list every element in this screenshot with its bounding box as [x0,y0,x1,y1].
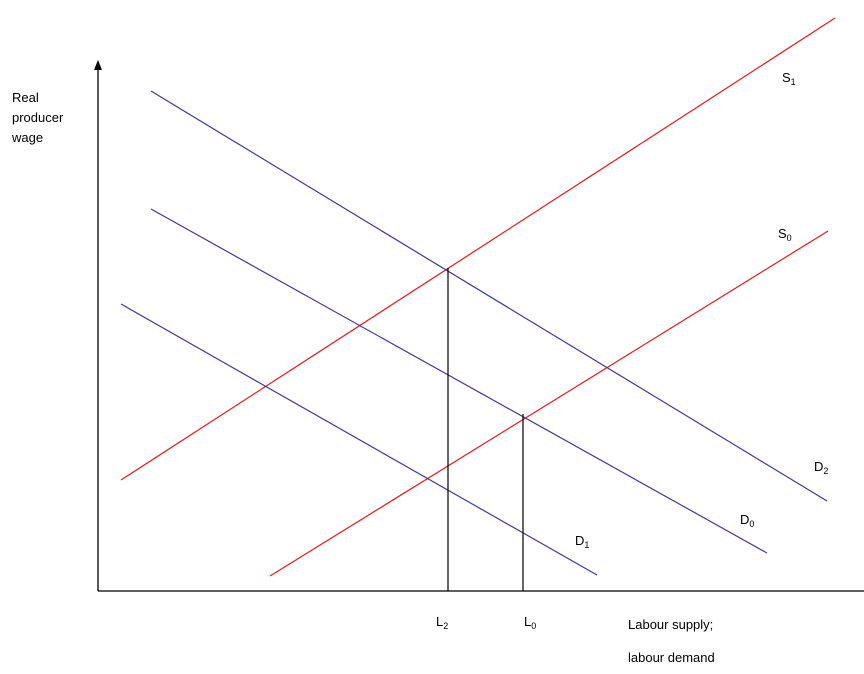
curve-label-subscript: 1 [584,540,590,550]
x-axis-label-line: labour demand [628,650,715,665]
curve-label-subscript: 2 [823,466,829,476]
tick-label-subscript: 2 [443,621,449,631]
demand-curve-d0 [150,208,768,554]
curve-label-subscript: 0 [749,519,755,529]
curve-label-d0: D0 [740,513,754,529]
y-axis-label-line: producer [12,110,64,125]
y-axis-arrow-icon [94,60,102,70]
y-axis-label: Real producer wage [12,88,63,148]
tick-label-letter: L [524,614,532,629]
curve-label-d1: D1 [575,534,589,550]
y-axis-label-line: wage [12,130,44,145]
curve-label-letter: D [575,533,585,548]
curve-label-letter: D [740,512,750,527]
supply-curve-s1 [120,17,836,481]
tick-label-subscript: 0 [531,621,537,631]
curve-label-letter: S [778,226,787,241]
tick-label-l0: L0 [524,615,536,631]
curve-label-d2: D2 [814,460,828,476]
supply-curve-s0 [269,230,829,577]
demand-curve-d1 [120,303,598,576]
curve-label-s1: S1 [782,71,796,87]
y-axis-label-line: Real [12,90,39,105]
labour-market-diagram [94,17,864,592]
x-axis-label-line: Labour supply; [628,617,714,632]
curve-label-subscript: 1 [790,77,796,87]
curve-label-letter: S [782,70,791,85]
tick-label-letter: L [436,614,444,629]
curve-label-s0: S0 [778,227,792,243]
x-axis-label: Labour supply; labour demand [628,608,715,674]
tick-label-l2: L2 [436,615,448,631]
curve-label-subscript: 0 [786,233,792,243]
curve-label-letter: D [814,459,824,474]
demand-curve-d2 [150,90,828,502]
